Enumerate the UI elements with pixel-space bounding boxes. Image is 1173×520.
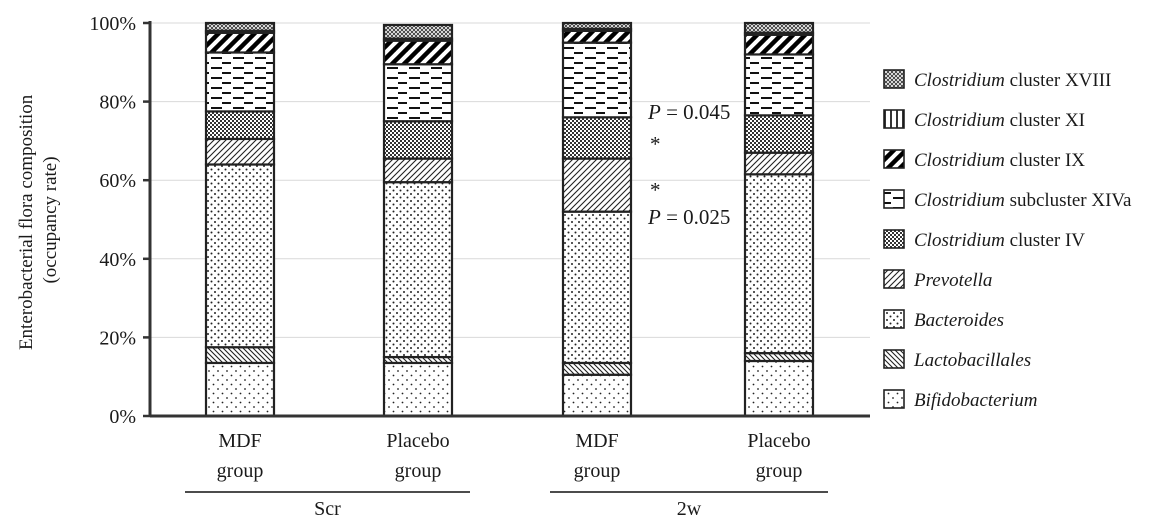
y-tick-label: 40% — [99, 249, 136, 271]
legend-entry: Clostridium cluster XI — [914, 110, 1085, 131]
x-category-label-sub: group — [217, 460, 264, 482]
bar-segment-bactero — [382, 181, 454, 359]
significance-annotations: P = 0.045 * * P = 0.025 — [647, 100, 730, 229]
bar-segment-bactero — [204, 163, 276, 349]
p-value-label: P = 0.025 — [647, 205, 730, 229]
bar-segment-c18 — [743, 21, 815, 34]
legend-entry: Prevotella — [913, 270, 992, 291]
bar-segment-prevo — [382, 157, 454, 184]
legend-swatch — [883, 269, 905, 289]
y-axis-title: Enterobacterial flora composition (occup… — [16, 90, 61, 350]
bar-segment-c9 — [382, 39, 454, 66]
bar-segment-c14 — [382, 63, 454, 123]
significance-star: * — [650, 132, 661, 156]
bar-stack — [204, 21, 276, 418]
legend-swatch — [883, 149, 905, 169]
legend-entry: Lactobacillales — [913, 350, 1031, 371]
bar-segment-c4 — [382, 120, 454, 160]
legend-entry: Clostridium cluster IV — [914, 230, 1085, 251]
bar-segment-c18 — [561, 21, 633, 30]
bar-stack — [743, 21, 815, 418]
axes — [148, 21, 870, 418]
legend-swatch — [883, 69, 905, 89]
bar-segment-c4 — [204, 110, 276, 141]
legend-swatch — [883, 349, 905, 369]
bar-segment-c9 — [561, 29, 633, 44]
x-group-label: 2w — [677, 498, 702, 520]
bar-segment-prevo — [743, 151, 815, 176]
legend-entry: Clostridium cluster XVIII — [914, 70, 1111, 91]
bars — [204, 21, 815, 418]
y-tick-label: 100% — [89, 13, 136, 35]
y-axis-title-line1: Enterobacterial flora composition — [16, 94, 37, 350]
bar-segment-bactero — [561, 210, 633, 365]
y-axis-title-line2: (occupancy rate) — [40, 156, 61, 283]
x-category-label-sub: group — [756, 460, 803, 482]
bar-segment-lacto — [743, 352, 815, 363]
y-tick-label: 80% — [99, 92, 136, 114]
y-tick-label: 0% — [109, 406, 136, 428]
bar-segment-c14 — [743, 53, 815, 117]
bar-segment-c9 — [743, 33, 815, 56]
x-category-label-sub: group — [395, 460, 442, 482]
y-tick-labels: 0% 20% 40% 60% 80% 100% — [89, 13, 136, 428]
legend-entry: Clostridium cluster IX — [914, 150, 1085, 171]
bar-segment-bactero — [743, 173, 815, 355]
bar-segment-c18 — [382, 23, 454, 40]
x-group-label: Scr — [314, 498, 341, 520]
legend-swatch — [883, 109, 905, 129]
bar-segment-c4 — [561, 116, 633, 160]
x-category-label-sub: group — [574, 460, 621, 482]
bar-stack — [382, 23, 454, 418]
x-category-label: MDF — [575, 430, 618, 452]
x-category-labels: MDF group Placebo group MDF group Placebo group — [217, 430, 811, 482]
bar-segment-c4 — [743, 114, 815, 154]
legend-swatch — [883, 309, 905, 329]
bar-segment-bifido — [382, 361, 454, 418]
bar-segment-prevo — [204, 137, 276, 166]
bar-segment-bifido — [204, 361, 276, 418]
x-category-label: MDF — [218, 430, 261, 452]
y-tick-label: 60% — [99, 170, 136, 192]
bar-segment-c14 — [204, 51, 276, 113]
bar-segment-lacto — [561, 361, 633, 376]
legend-entry: Bifidobacterium — [914, 390, 1037, 411]
y-tick-label: 20% — [99, 327, 136, 349]
bar-segment-prevo — [561, 157, 633, 213]
bar-segment-lacto — [204, 346, 276, 365]
x-group-labels: Scr 2w — [185, 491, 828, 520]
legend-entry: Bacteroides — [914, 310, 1004, 331]
bar-segment-c9 — [204, 31, 276, 54]
significance-star: * — [650, 178, 661, 202]
x-category-label: Placebo — [386, 430, 449, 452]
bar-stack — [561, 21, 633, 418]
p-value-label: P = 0.045 — [647, 100, 730, 124]
legend: Clostridium cluster XVIII Clostridium clu… — [883, 69, 1132, 411]
legend-swatch — [883, 229, 905, 249]
bar-segment-bifido — [743, 359, 815, 418]
x-category-label: Placebo — [747, 430, 810, 452]
legend-swatch — [883, 389, 905, 409]
bar-segment-c18 — [204, 21, 276, 32]
legend-entry: Clostridium subcluster XIVa — [914, 190, 1132, 211]
legend-swatch — [883, 189, 905, 209]
bar-segment-c14 — [561, 41, 633, 119]
bar-segment-bifido — [561, 373, 633, 418]
